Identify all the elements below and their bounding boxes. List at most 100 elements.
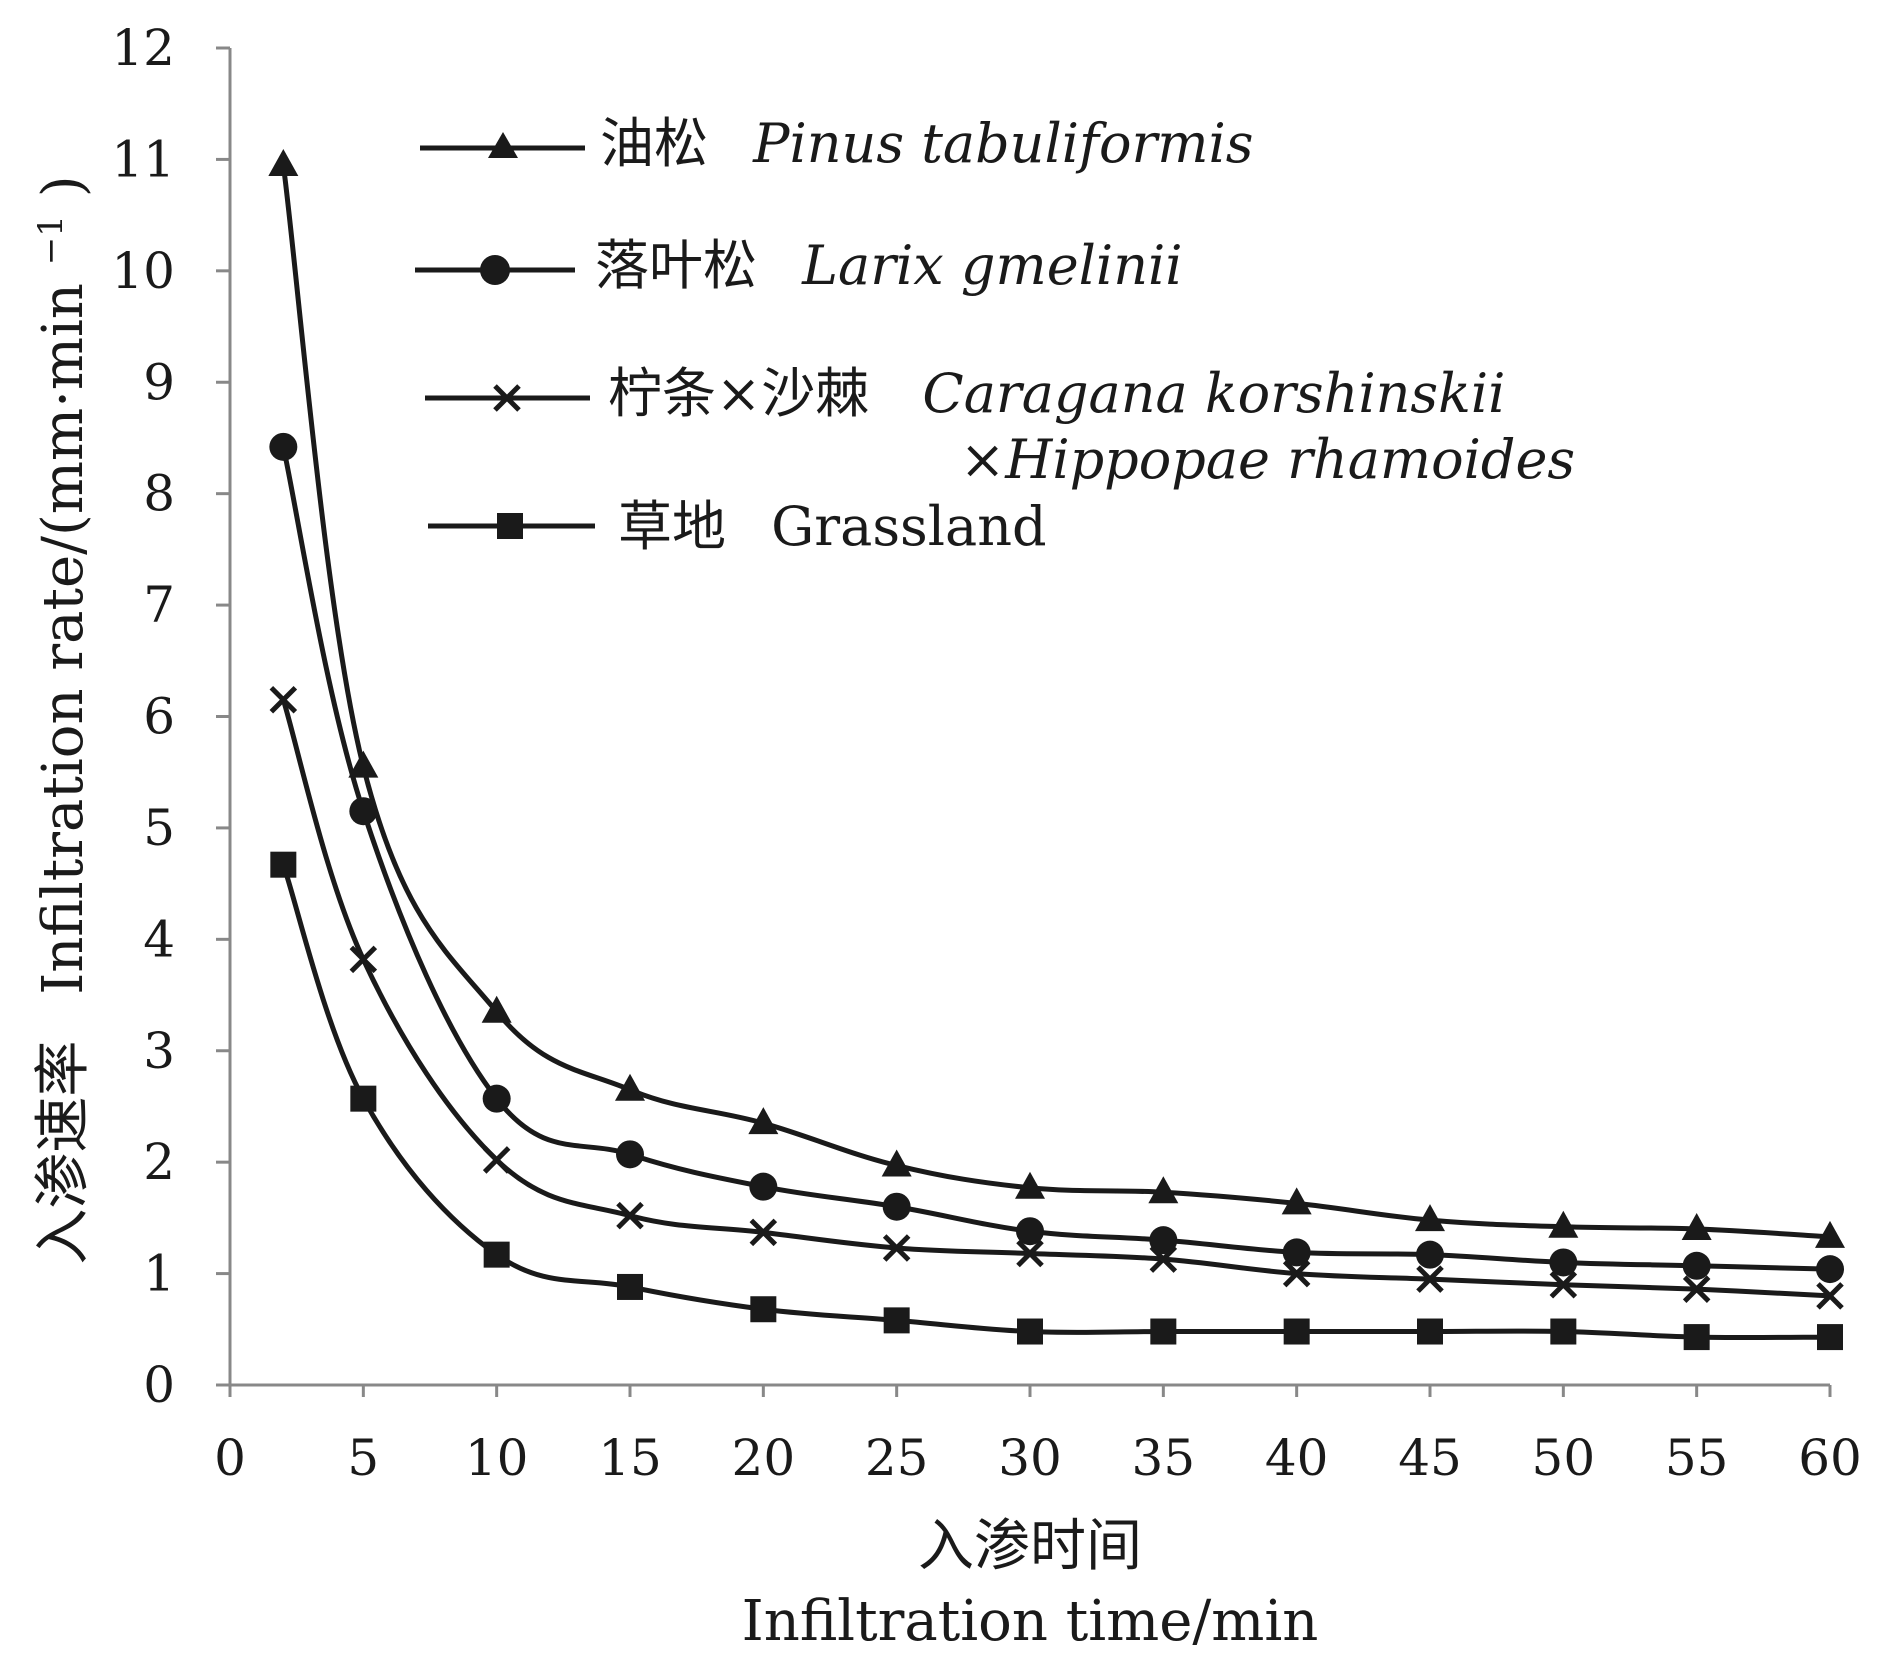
x-axis-title-cn: 入渗时间 <box>918 1514 1142 1579</box>
legend-label-larix: 落叶松 Larix gmelinii <box>595 234 1183 297</box>
legend-label-pinus: 油松 Pinus tabuliformis <box>600 112 1254 175</box>
x-tick-label: 40 <box>1265 1429 1329 1487</box>
legend-label-larix-cn: 落叶松 <box>595 234 757 297</box>
data-point-larix <box>1416 1240 1444 1269</box>
data-point-pinus <box>748 1107 779 1135</box>
data-point-pinus <box>1148 1176 1179 1204</box>
data-point-pinus <box>615 1073 645 1101</box>
data-point-pinus <box>481 995 512 1023</box>
legend-item-grassland: 草地 Grassland <box>428 495 1047 558</box>
y-tick-label: 10 <box>111 242 175 300</box>
data-point-caragana <box>349 945 378 974</box>
series-line-grassland <box>280 863 1831 1341</box>
legend-label-larix-en: Larix gmelinii <box>801 234 1182 297</box>
data-point-caragana <box>749 1218 778 1247</box>
x-tick-label: 25 <box>865 1429 929 1487</box>
data-point-larix <box>1549 1248 1578 1277</box>
y-axis-title: 入渗速率 Infiltration rate/(mm·min −1 ) <box>11 175 96 1264</box>
data-point-grassland <box>1683 1324 1710 1351</box>
data-point-pinus <box>1681 1213 1712 1241</box>
data-point-caragana <box>1549 1270 1578 1299</box>
legend-marker-x <box>493 384 521 412</box>
data-point-larix <box>616 1140 644 1169</box>
y-tick-label: 11 <box>111 130 175 188</box>
legend-item-pinus: 油松 Pinus tabuliformis <box>420 112 1254 175</box>
x-tick-label: 60 <box>1798 1429 1862 1487</box>
legend-label-caragana-cn: 柠条×沙棘 <box>608 362 869 425</box>
data-point-larix <box>1682 1251 1711 1280</box>
series-line-larix <box>280 446 1831 1272</box>
legend-item-larix: 落叶松 Larix gmelinii <box>415 234 1183 297</box>
data-point-grassland <box>617 1273 643 1300</box>
y-tick-label: 6 <box>143 688 175 746</box>
data-point-grassland <box>883 1307 910 1334</box>
data-point-larix <box>1282 1238 1311 1267</box>
x-tick-label: 15 <box>598 1429 662 1487</box>
x-tick-label: 35 <box>1132 1429 1196 1487</box>
data-point-caragana <box>269 686 298 714</box>
legend-item-caragana: 柠条×沙棘 Caragana korshinskii ×Hippopae rha… <box>425 362 1575 491</box>
x-axis-title-en: Infiltration time/min <box>742 1589 1319 1654</box>
data-point-grassland <box>1283 1318 1310 1345</box>
data-point-pinus <box>348 750 379 778</box>
series-line-caragana <box>280 699 1831 1299</box>
data-point-caragana <box>1816 1282 1844 1310</box>
data-point-grassland <box>1817 1324 1843 1351</box>
x-tick-label: 10 <box>465 1429 529 1487</box>
data-point-larix <box>482 1084 511 1113</box>
data-point-grassland <box>1017 1318 1043 1345</box>
data-point-caragana <box>482 1146 511 1174</box>
data-point-pinus <box>1548 1210 1579 1238</box>
legend-marker-square <box>497 513 523 539</box>
y-axis-title-close: ) <box>31 175 96 197</box>
data-point-pinus <box>881 1149 912 1177</box>
data-point-larix <box>1816 1255 1844 1284</box>
data-point-pinus <box>268 148 299 176</box>
x-tick-label: 50 <box>1532 1429 1596 1487</box>
legend-marker-triangle <box>488 132 518 158</box>
data-point-grassland <box>1550 1318 1577 1345</box>
y-axis-title-cn: 入渗速率 <box>31 1041 96 1265</box>
legend-label-pinus-en: Pinus tabuliformis <box>752 112 1253 175</box>
data-point-larix <box>749 1172 778 1201</box>
data-point-pinus <box>1815 1220 1845 1248</box>
data-point-grassland <box>1417 1318 1443 1345</box>
data-point-caragana <box>1149 1245 1178 1273</box>
y-axis-title-en: Infiltration rate/(mm·min <box>31 283 96 995</box>
y-tick-label: 5 <box>143 799 175 857</box>
legend-label-grassland-cn: 草地 <box>618 495 726 558</box>
x-tick-label: 20 <box>732 1429 796 1487</box>
legend-label-grassland: 草地 Grassland <box>618 495 1047 558</box>
y-tick-label: 4 <box>143 910 175 968</box>
data-point-pinus <box>1415 1204 1445 1232</box>
data-point-caragana <box>1282 1259 1311 1288</box>
series-lines <box>280 164 1831 1341</box>
x-tick-label: 45 <box>1398 1429 1462 1487</box>
y-tick-label: 0 <box>143 1356 175 1414</box>
y-tick-label: 8 <box>143 465 175 523</box>
legend-label-caragana: 柠条×沙棘 Caragana korshinskii <box>608 362 1505 425</box>
data-point-caragana <box>882 1234 911 1262</box>
y-tick-label: 1 <box>143 1245 175 1303</box>
y-tick-label: 12 <box>111 19 175 77</box>
y-tick-label: 2 <box>143 1133 175 1191</box>
x-tick-label: 30 <box>998 1429 1062 1487</box>
data-point-larix <box>1149 1226 1178 1255</box>
y-axis-title-sup: −1 <box>31 215 71 265</box>
legend-label-grassland-en: Grassland <box>771 495 1046 558</box>
data-point-grassland <box>270 851 297 878</box>
data-point-grassland <box>750 1296 777 1323</box>
data-point-grassland <box>350 1085 377 1112</box>
x-ticks: 0 5 10 15 20 25 30 35 40 45 50 55 60 <box>214 1385 1862 1487</box>
series-markers <box>268 148 1845 1351</box>
data-point-larix <box>1016 1217 1044 1246</box>
data-point-larix <box>882 1192 911 1221</box>
data-point-larix <box>269 432 298 461</box>
data-point-caragana <box>1682 1275 1711 1303</box>
legend-marker-circle <box>480 255 510 285</box>
data-point-grassland <box>483 1241 510 1268</box>
y-tick-label: 9 <box>143 353 175 411</box>
series-line-pinus <box>280 164 1831 1240</box>
